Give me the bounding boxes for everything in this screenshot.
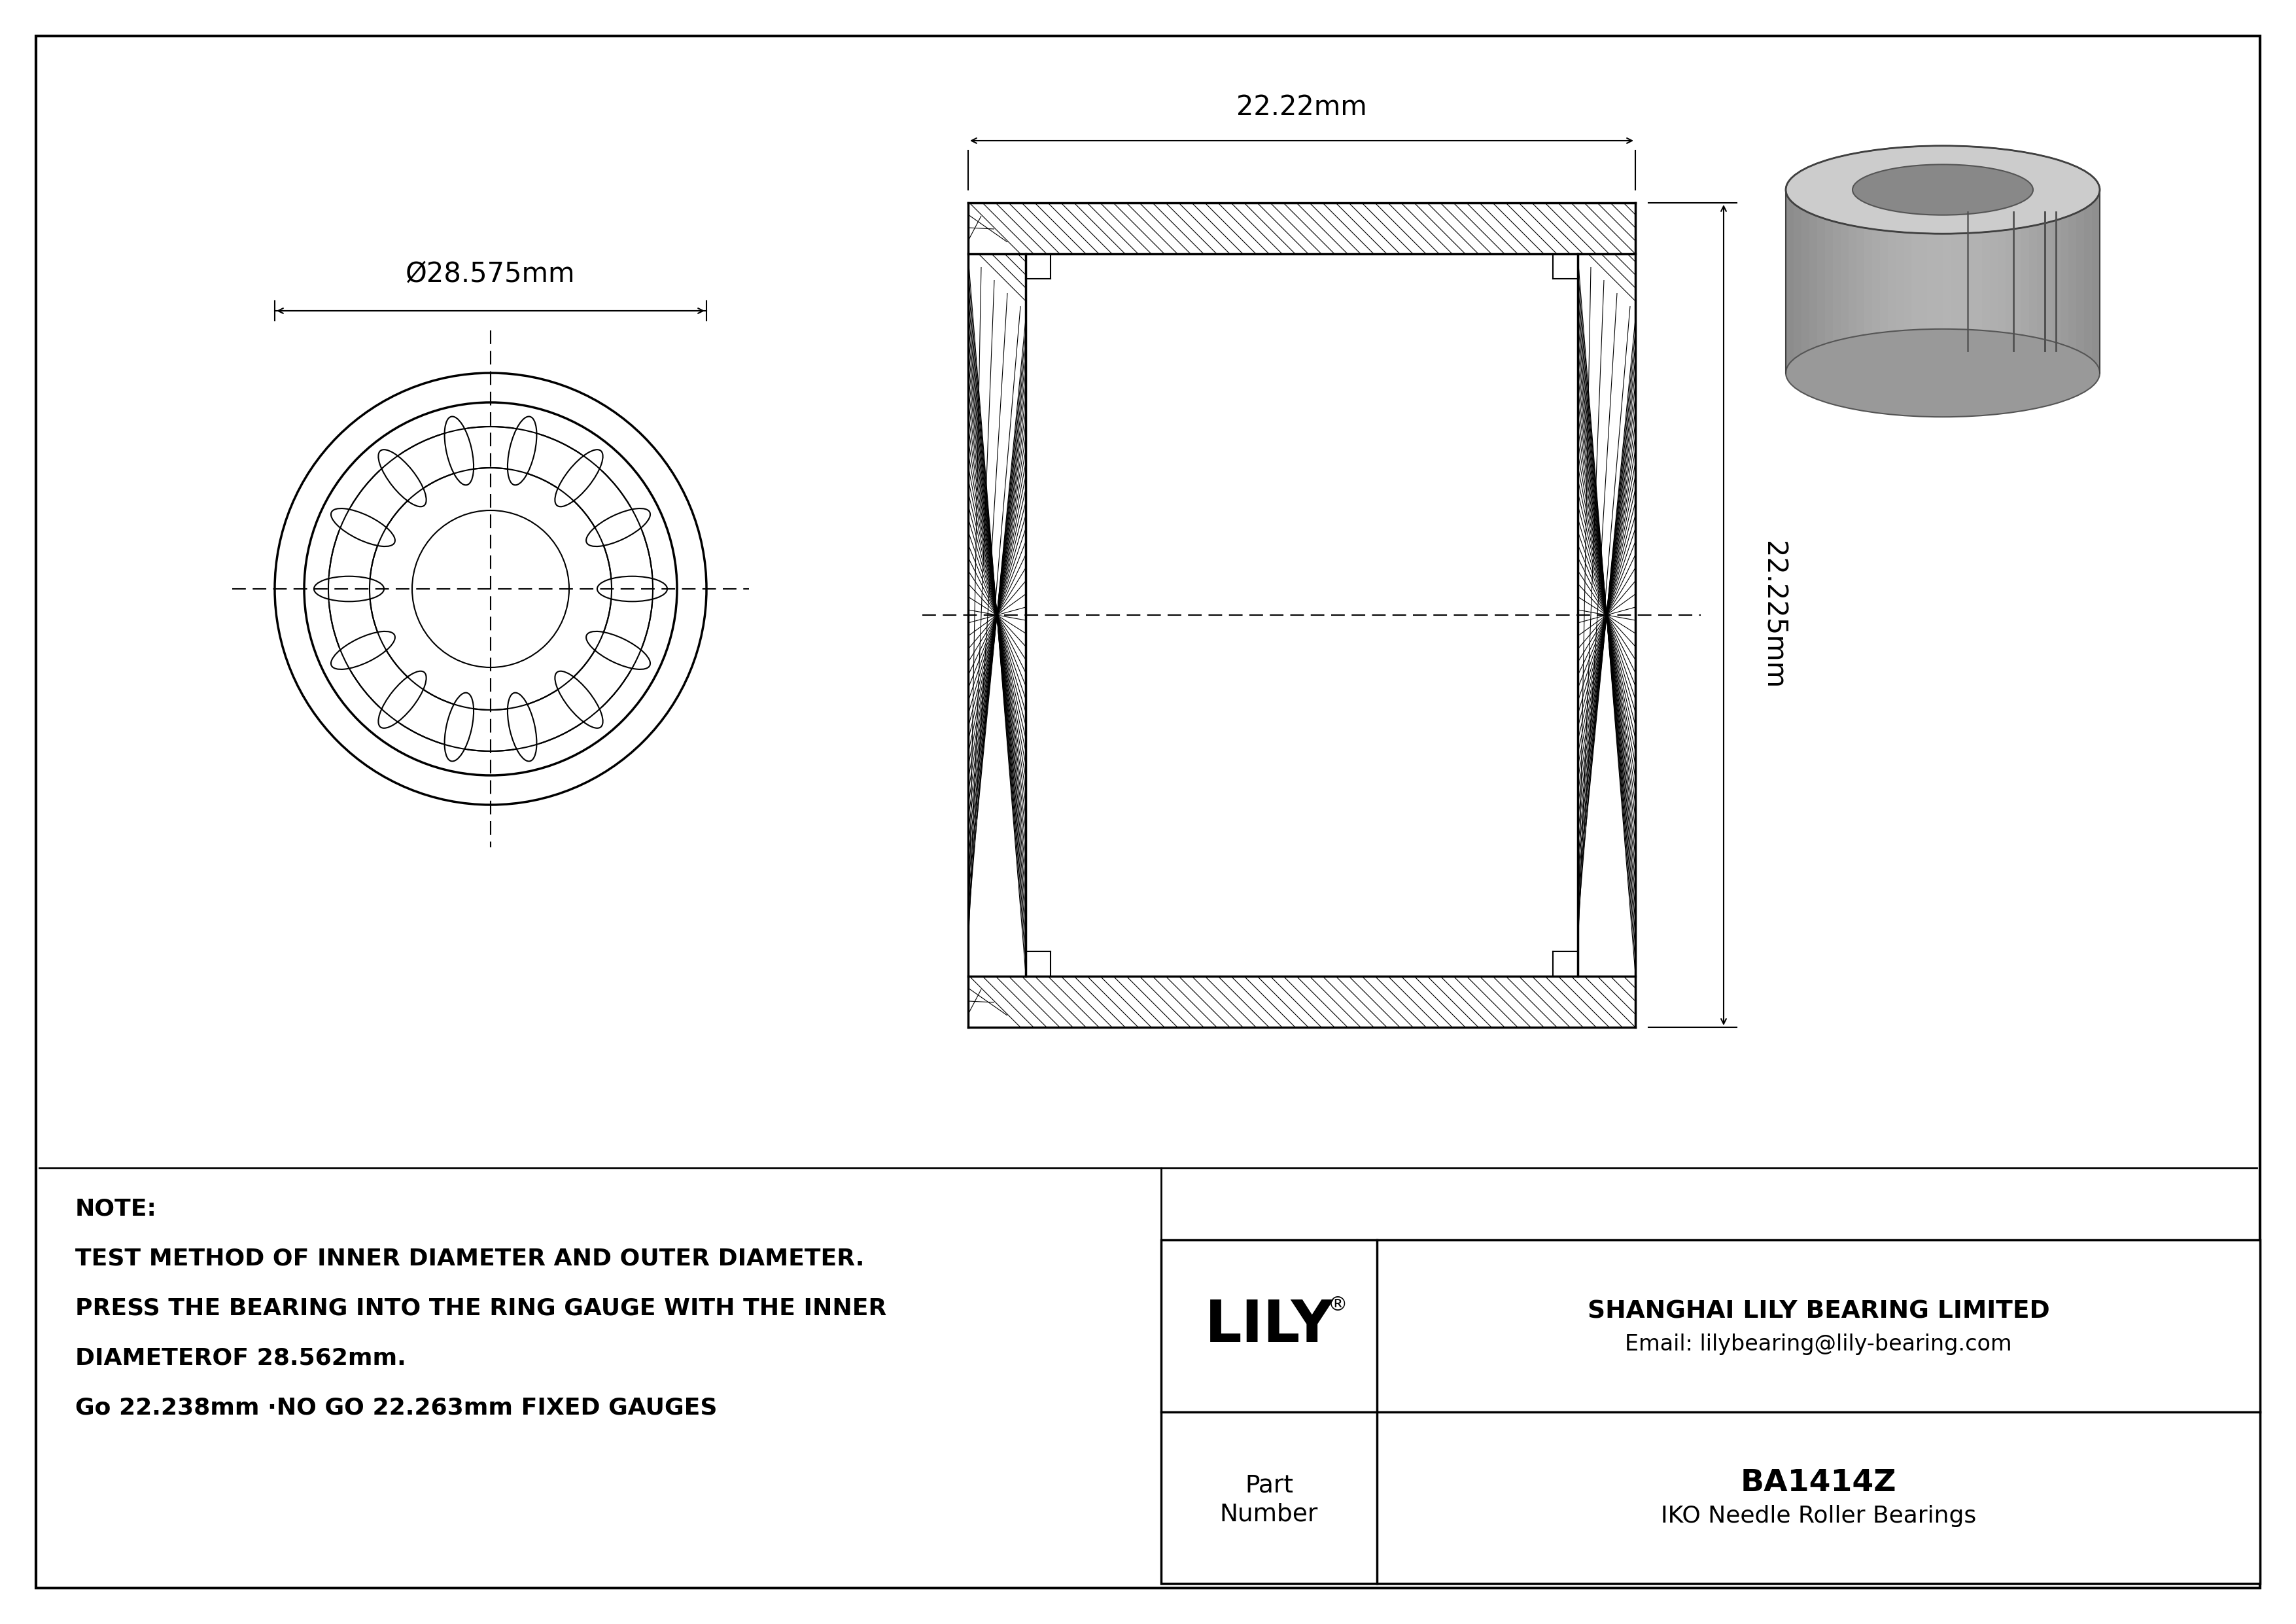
Text: Ø28.575mm: Ø28.575mm [406,260,576,287]
Bar [1975,190,1984,374]
Bar [2060,190,2069,374]
Text: IKO Needle Roller Bearings: IKO Needle Roller Bearings [1660,1505,1977,1527]
Text: Number: Number [1219,1502,1318,1527]
Bar [1958,190,1968,374]
Text: LILY: LILY [1205,1298,1334,1354]
Bar [1809,190,1818,374]
Bar [1162,1239,2259,1583]
Bar [1926,190,1936,374]
Bar [2076,190,2085,374]
Bar [1864,190,1874,374]
Bar [1871,190,1880,374]
Text: Part: Part [1244,1475,1293,1497]
Bar [1786,190,1793,374]
Bar [2069,190,2078,374]
Text: Email: lilybearing@lily-bearing.com: Email: lilybearing@lily-bearing.com [1626,1333,2011,1354]
Bar [1942,190,1952,374]
Text: Go 22.238mm ·NO GO 22.263mm FIXED GAUGES: Go 22.238mm ·NO GO 22.263mm FIXED GAUGES [76,1397,716,1418]
Bar [1793,190,1802,374]
Bar [1919,190,1929,374]
Bar [1998,190,2007,374]
Bar [1880,190,1890,374]
Bar [2030,190,2037,374]
Bar [2007,190,2014,374]
Bar [2053,190,2062,374]
Text: 22.22mm: 22.22mm [1235,94,1366,122]
Bar [1832,190,1841,374]
Bar [1802,190,1809,374]
Bar [1841,190,1848,374]
Bar [2037,190,2046,374]
Text: 22.225mm: 22.225mm [1759,541,1786,689]
Bar [2014,190,2023,374]
Text: SHANGHAI LILY BEARING LIMITED: SHANGHAI LILY BEARING LIMITED [1587,1299,2050,1324]
Bar [2085,190,2092,374]
Bar [2020,190,2030,374]
Bar [1825,190,1835,374]
Bar [1981,190,1991,374]
Bar [1848,190,1857,374]
Bar [1936,190,1942,374]
Bar [1991,190,1998,374]
Text: DIAMETEROF 28.562mm.: DIAMETEROF 28.562mm. [76,1346,406,1369]
Bar [1965,190,1975,374]
Text: ®: ® [1327,1296,1348,1314]
Bar [1910,190,1919,374]
Bar [1162,1239,2259,1583]
Text: TEST METHOD OF INNER DIAMETER AND OUTER DIAMETER.: TEST METHOD OF INNER DIAMETER AND OUTER … [76,1247,863,1270]
Bar [2092,190,2101,374]
Ellipse shape [1853,164,2032,214]
Bar [1903,190,1913,374]
Bar [2046,190,2053,374]
Text: BA1414Z: BA1414Z [1740,1468,1896,1497]
Ellipse shape [1786,330,2101,417]
Bar [1896,190,1903,374]
Ellipse shape [1786,146,2101,234]
Bar [1887,190,1896,374]
Bar [1816,190,1825,374]
Bar [1952,190,1958,374]
Text: NOTE:: NOTE: [76,1197,156,1220]
Text: PRESS THE BEARING INTO THE RING GAUGE WITH THE INNER: PRESS THE BEARING INTO THE RING GAUGE WI… [76,1298,886,1319]
Bar [1857,190,1864,374]
